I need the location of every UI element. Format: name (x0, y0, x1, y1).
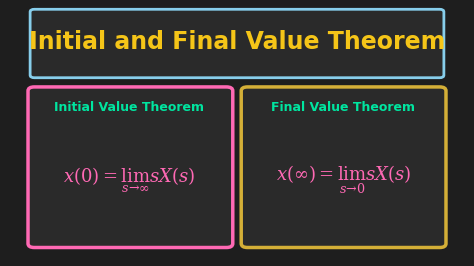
Text: Initial Value Theorem: Initial Value Theorem (55, 102, 204, 114)
FancyBboxPatch shape (241, 87, 446, 247)
Text: Final Value Theorem: Final Value Theorem (272, 102, 415, 114)
Text: $x(0) = \lim_{s\to\infty} sX(s)$: $x(0) = \lim_{s\to\infty} sX(s)$ (64, 166, 195, 195)
FancyBboxPatch shape (28, 87, 233, 247)
Text: $x(\infty) = \lim_{s\to 0} sX(s)$: $x(\infty) = \lim_{s\to 0} sX(s)$ (275, 164, 411, 197)
Text: Initial and Final Value Theorem: Initial and Final Value Theorem (29, 30, 445, 54)
FancyBboxPatch shape (30, 9, 444, 78)
